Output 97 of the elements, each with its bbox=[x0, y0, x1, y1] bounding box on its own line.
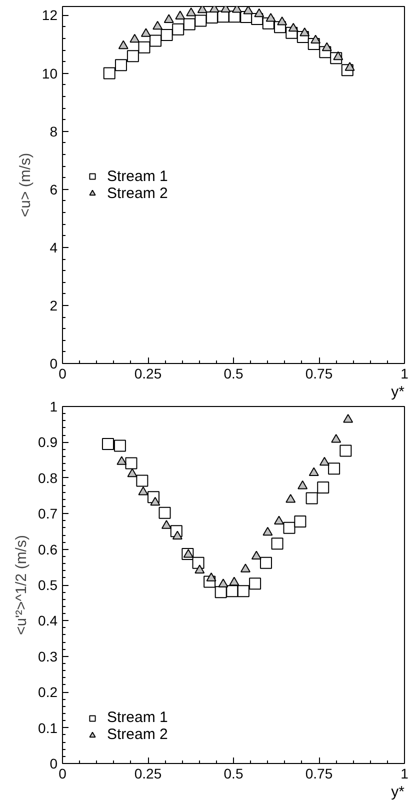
point bbox=[114, 59, 127, 72]
point bbox=[237, 585, 250, 598]
y-tick-label: 4 bbox=[50, 239, 58, 256]
x-tick-label: 0.75 bbox=[305, 366, 333, 382]
y-tick-label: 2 bbox=[50, 297, 58, 314]
point bbox=[118, 40, 128, 50]
legend-label: Stream 1 bbox=[107, 168, 168, 184]
y-tick-label: 0.7 bbox=[38, 506, 58, 522]
y-tick-label: 6 bbox=[50, 181, 58, 198]
point bbox=[328, 462, 340, 475]
point bbox=[140, 28, 151, 37]
point bbox=[194, 14, 207, 27]
point bbox=[294, 515, 306, 528]
y-tick-label: 0.8 bbox=[38, 470, 58, 486]
y-axis-title: <u'²>^1/2 (m/s) bbox=[13, 535, 30, 635]
point bbox=[317, 482, 330, 494]
point bbox=[186, 7, 196, 16]
point bbox=[114, 440, 126, 452]
y-tick-label: 0.4 bbox=[38, 612, 58, 629]
x-tick-label: 0.25 bbox=[134, 766, 162, 782]
point bbox=[172, 530, 182, 540]
legend-label: Stream 1 bbox=[107, 709, 168, 726]
y-tick-label: 0.3 bbox=[38, 648, 58, 664]
y-tick-label: 8 bbox=[50, 123, 58, 140]
point bbox=[150, 496, 160, 506]
point bbox=[306, 492, 318, 504]
point bbox=[319, 456, 330, 466]
point bbox=[331, 434, 342, 443]
point bbox=[344, 62, 355, 71]
point bbox=[183, 18, 196, 30]
point bbox=[343, 414, 354, 423]
point bbox=[274, 516, 284, 525]
point bbox=[277, 16, 288, 26]
point bbox=[103, 67, 116, 80]
y-tick-label: 0.6 bbox=[38, 541, 58, 558]
point bbox=[251, 550, 262, 560]
point bbox=[164, 14, 174, 23]
point bbox=[158, 506, 171, 519]
point bbox=[138, 486, 148, 496]
point bbox=[300, 28, 310, 36]
y-tick-label: 0 bbox=[50, 356, 58, 372]
point bbox=[266, 12, 276, 22]
point bbox=[192, 556, 204, 569]
point bbox=[136, 474, 148, 487]
legend-label: Stream 2 bbox=[107, 726, 168, 743]
point bbox=[333, 51, 344, 60]
point bbox=[194, 564, 205, 574]
point bbox=[310, 34, 321, 44]
x-tick-label: 0.25 bbox=[134, 366, 162, 382]
y-tick-label: 1 bbox=[50, 398, 58, 414]
point bbox=[308, 467, 319, 476]
point bbox=[243, 6, 254, 14]
point bbox=[125, 457, 138, 470]
point bbox=[262, 526, 273, 536]
point bbox=[254, 8, 264, 18]
point bbox=[283, 522, 296, 534]
y-tick-label: 0.5 bbox=[38, 577, 58, 593]
point bbox=[249, 578, 262, 590]
x-tick-label: 0.5 bbox=[224, 766, 244, 782]
point bbox=[240, 564, 250, 572]
x-tick-label: 0.75 bbox=[305, 766, 333, 782]
y-tick-label: 10 bbox=[42, 65, 58, 82]
x-axis-title: y* bbox=[391, 784, 405, 800]
point bbox=[288, 22, 298, 32]
legend-label: Stream 2 bbox=[107, 184, 168, 202]
point bbox=[260, 556, 272, 569]
y-tick-label: 0.2 bbox=[38, 684, 58, 700]
point bbox=[138, 41, 150, 54]
x-tick-label: 1 bbox=[400, 766, 409, 782]
point bbox=[206, 572, 216, 582]
y-axis-title: <u> (m/s) bbox=[16, 152, 34, 218]
point bbox=[150, 34, 162, 47]
x-tick-label: 0.5 bbox=[224, 366, 244, 382]
point bbox=[161, 520, 172, 529]
point bbox=[271, 538, 284, 550]
x-axis-title: y* bbox=[391, 384, 405, 400]
point bbox=[172, 23, 184, 36]
point bbox=[152, 20, 163, 30]
point bbox=[175, 10, 186, 20]
point bbox=[229, 576, 240, 586]
point bbox=[298, 480, 308, 490]
point bbox=[130, 34, 140, 43]
point bbox=[340, 444, 352, 457]
point bbox=[160, 28, 173, 41]
y-tick-label: 0 bbox=[50, 756, 58, 772]
y-tick-label: 0.1 bbox=[38, 720, 58, 736]
point bbox=[226, 585, 238, 598]
x-tick-label: 1 bbox=[400, 366, 409, 382]
point bbox=[218, 578, 228, 588]
point bbox=[126, 50, 139, 62]
point bbox=[322, 42, 332, 52]
y-tick-label: 12 bbox=[42, 7, 58, 24]
point bbox=[127, 468, 138, 478]
y-tick-label: 0.9 bbox=[38, 434, 58, 450]
point bbox=[102, 438, 114, 450]
point bbox=[116, 456, 127, 465]
point bbox=[286, 494, 296, 503]
